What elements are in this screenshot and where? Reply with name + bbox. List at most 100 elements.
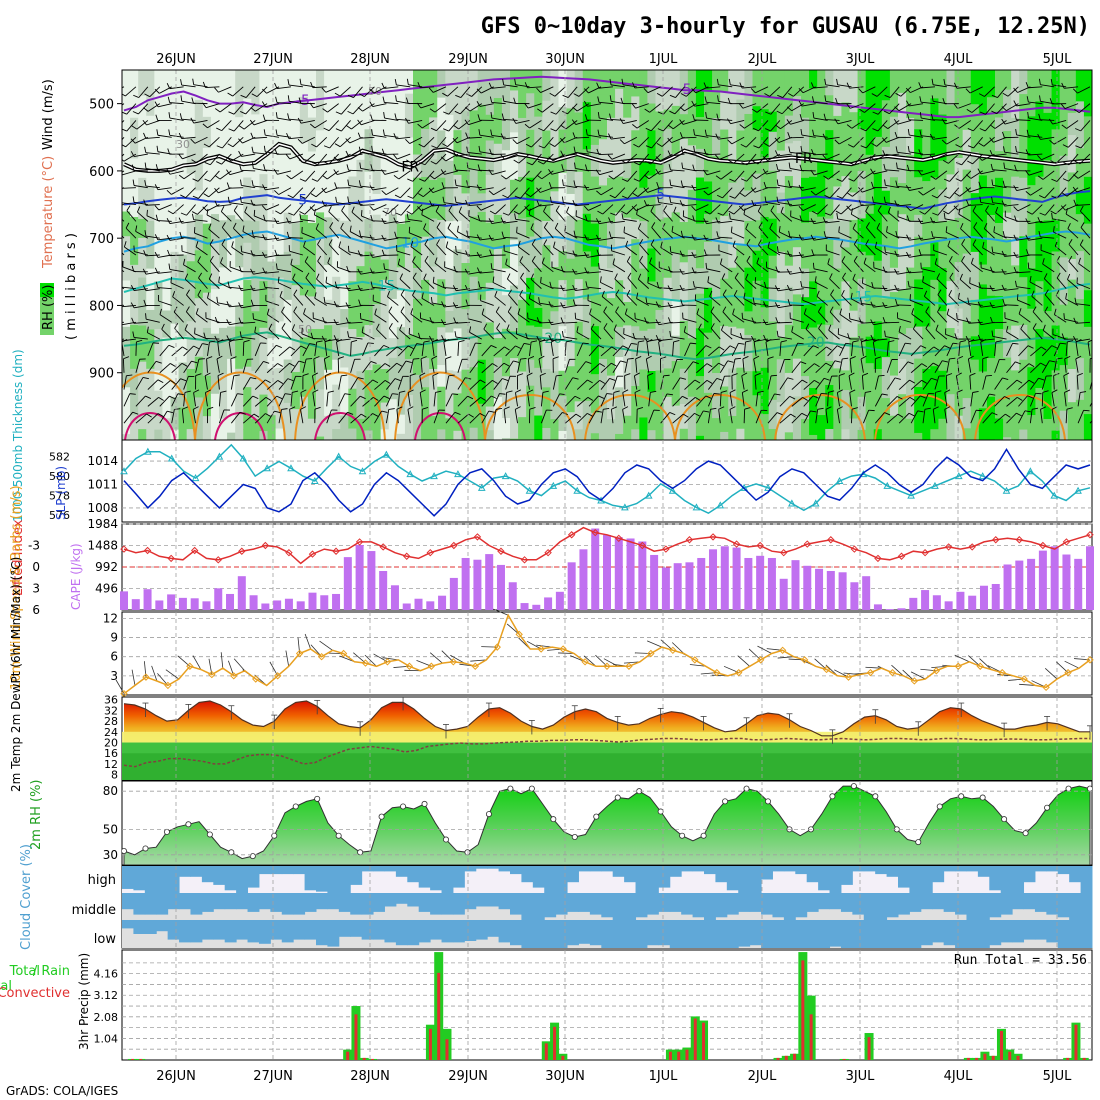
wind-barb-flag xyxy=(393,174,400,180)
wind-barb xyxy=(1031,204,1043,215)
wind-barb xyxy=(181,136,196,140)
wind-barb xyxy=(1041,375,1047,390)
rh-cell xyxy=(275,321,285,369)
wind-barb xyxy=(791,361,801,374)
wind-barb-flag xyxy=(920,395,926,399)
wind-barb xyxy=(610,136,625,140)
wind-barb xyxy=(909,299,924,306)
wind-barb xyxy=(528,214,542,222)
wind-barb-flag xyxy=(710,323,715,329)
wind-barb-flag xyxy=(584,267,588,274)
wind-barb xyxy=(388,328,399,340)
wind-barb xyxy=(837,120,852,125)
rh-cell xyxy=(881,100,891,148)
li-line-marker xyxy=(403,552,411,560)
wind-barb-flag xyxy=(786,268,791,275)
wind-barb xyxy=(718,220,733,224)
wind-barb xyxy=(682,185,697,189)
rh-cell xyxy=(534,184,543,221)
rh-cell xyxy=(695,435,705,440)
wind-barb xyxy=(992,153,1007,157)
wind-barb xyxy=(863,170,876,179)
rh-cell xyxy=(453,104,463,131)
wind-barb-flag xyxy=(943,210,949,215)
rh-cell xyxy=(1043,70,1053,114)
rh-cell xyxy=(615,70,624,90)
wind-barb-flag xyxy=(762,168,767,175)
wind-barb-flag xyxy=(238,138,243,144)
rh-cell xyxy=(607,298,616,330)
wind-barb xyxy=(419,392,423,407)
wind-barb-flag xyxy=(837,345,843,349)
wind-barb-flag xyxy=(405,138,410,144)
wind-barb-flag xyxy=(454,411,461,415)
wind-barb-flag xyxy=(131,265,135,272)
wind-barb xyxy=(721,329,733,340)
wind-barb xyxy=(268,328,280,340)
wind-barb-flag xyxy=(955,144,962,148)
wind-barb xyxy=(372,187,387,191)
wind-barb-flag xyxy=(692,215,695,222)
wind-barb-flag xyxy=(852,340,859,343)
rh-cell xyxy=(396,116,406,148)
wind-barb-flag xyxy=(1060,103,1066,109)
wind-barb-flag xyxy=(465,299,469,306)
rh-cell xyxy=(582,213,592,253)
wind-barb xyxy=(245,86,256,98)
rh-cell xyxy=(1075,191,1085,215)
wind-barb-flag xyxy=(932,362,939,367)
rh-cell xyxy=(776,299,786,338)
wind-barb xyxy=(412,277,423,289)
rh-cell xyxy=(316,70,325,90)
wind-barb-flag xyxy=(787,132,791,138)
wind-barb xyxy=(436,227,447,239)
wind-barb xyxy=(481,380,493,390)
cape-bar xyxy=(873,604,882,610)
wind-barb xyxy=(1066,187,1079,197)
wind-barb-flag xyxy=(584,184,588,191)
rh-cell xyxy=(178,407,188,440)
wind-barb xyxy=(588,410,597,424)
rh-cell xyxy=(316,389,325,438)
rh-cell xyxy=(792,337,802,360)
wind-barb-flag xyxy=(1056,357,1063,360)
rh-cell xyxy=(978,115,988,143)
wind-barb xyxy=(1016,254,1031,258)
rh-cell xyxy=(582,102,592,150)
wind-barb-flag xyxy=(744,407,751,410)
wind-barb xyxy=(171,346,183,357)
wind-barb xyxy=(205,392,208,407)
wind-barb-flag xyxy=(669,94,676,98)
wind-barb xyxy=(897,288,912,291)
rh-cell xyxy=(768,255,778,279)
wind-barb-flag xyxy=(680,230,683,237)
wind-barb-flag xyxy=(274,190,280,195)
cape-bar xyxy=(1050,546,1059,610)
wind-barb-flag xyxy=(609,95,612,102)
wind-barb-flag xyxy=(1031,290,1035,297)
wind-barb-flag xyxy=(666,393,674,396)
rh-cell xyxy=(219,373,228,420)
wind-barb-flag xyxy=(500,217,505,224)
wind-barb xyxy=(779,396,791,407)
wind-barb-flag xyxy=(932,212,939,216)
wind-barb xyxy=(386,346,398,357)
wind-barb-flag xyxy=(571,119,577,125)
rh-cell xyxy=(477,104,487,154)
wind-barb xyxy=(479,237,494,241)
wind-barb-flag xyxy=(197,289,202,296)
wind-barb-flag xyxy=(304,256,309,262)
chart-title: GFS 0~10day 3-hourly for GUSAU (6.75E, 1… xyxy=(481,14,1090,39)
wind-barb xyxy=(232,136,244,148)
wind-barb xyxy=(625,153,638,164)
wind-barb xyxy=(801,286,816,290)
rh-cell xyxy=(768,428,778,440)
rh-cell xyxy=(388,399,398,440)
date-label-bottom: 2JUL xyxy=(748,1069,778,1084)
wind-barb-flag xyxy=(311,143,317,148)
wind-barb-flag xyxy=(357,119,362,126)
wind-barb-flag xyxy=(113,257,115,263)
wind-barb-flag xyxy=(929,154,935,160)
rh-cell xyxy=(695,223,705,269)
wind-barb-flag xyxy=(850,208,854,215)
